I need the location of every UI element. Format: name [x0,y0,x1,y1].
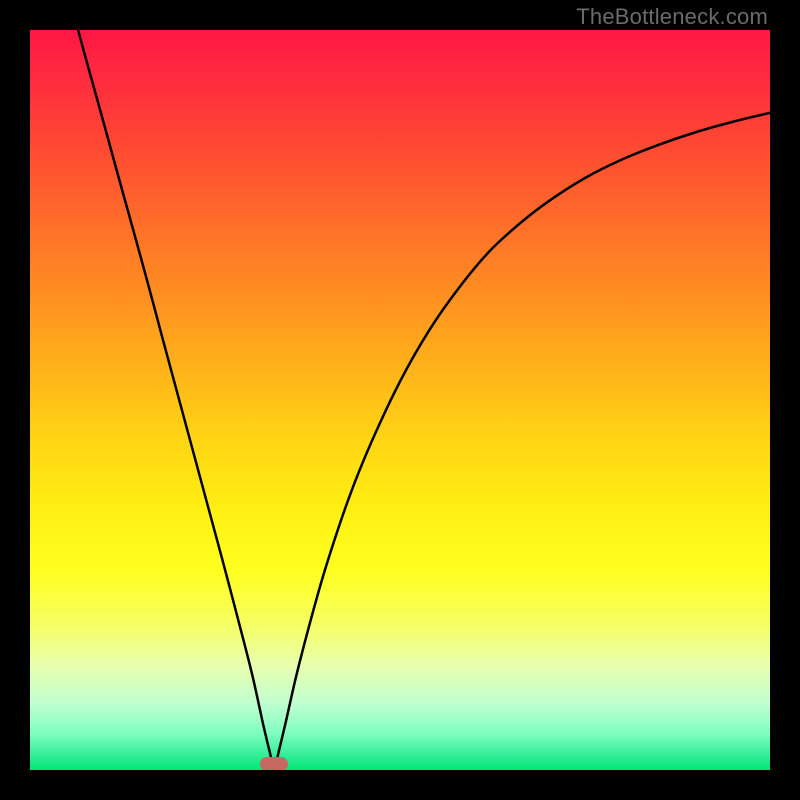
plot-area [30,30,770,770]
optimal-point-marker [260,757,288,770]
bottleneck-curve [30,30,770,770]
watermark-text: TheBottleneck.com [576,4,768,30]
chart-frame: TheBottleneck.com [0,0,800,800]
